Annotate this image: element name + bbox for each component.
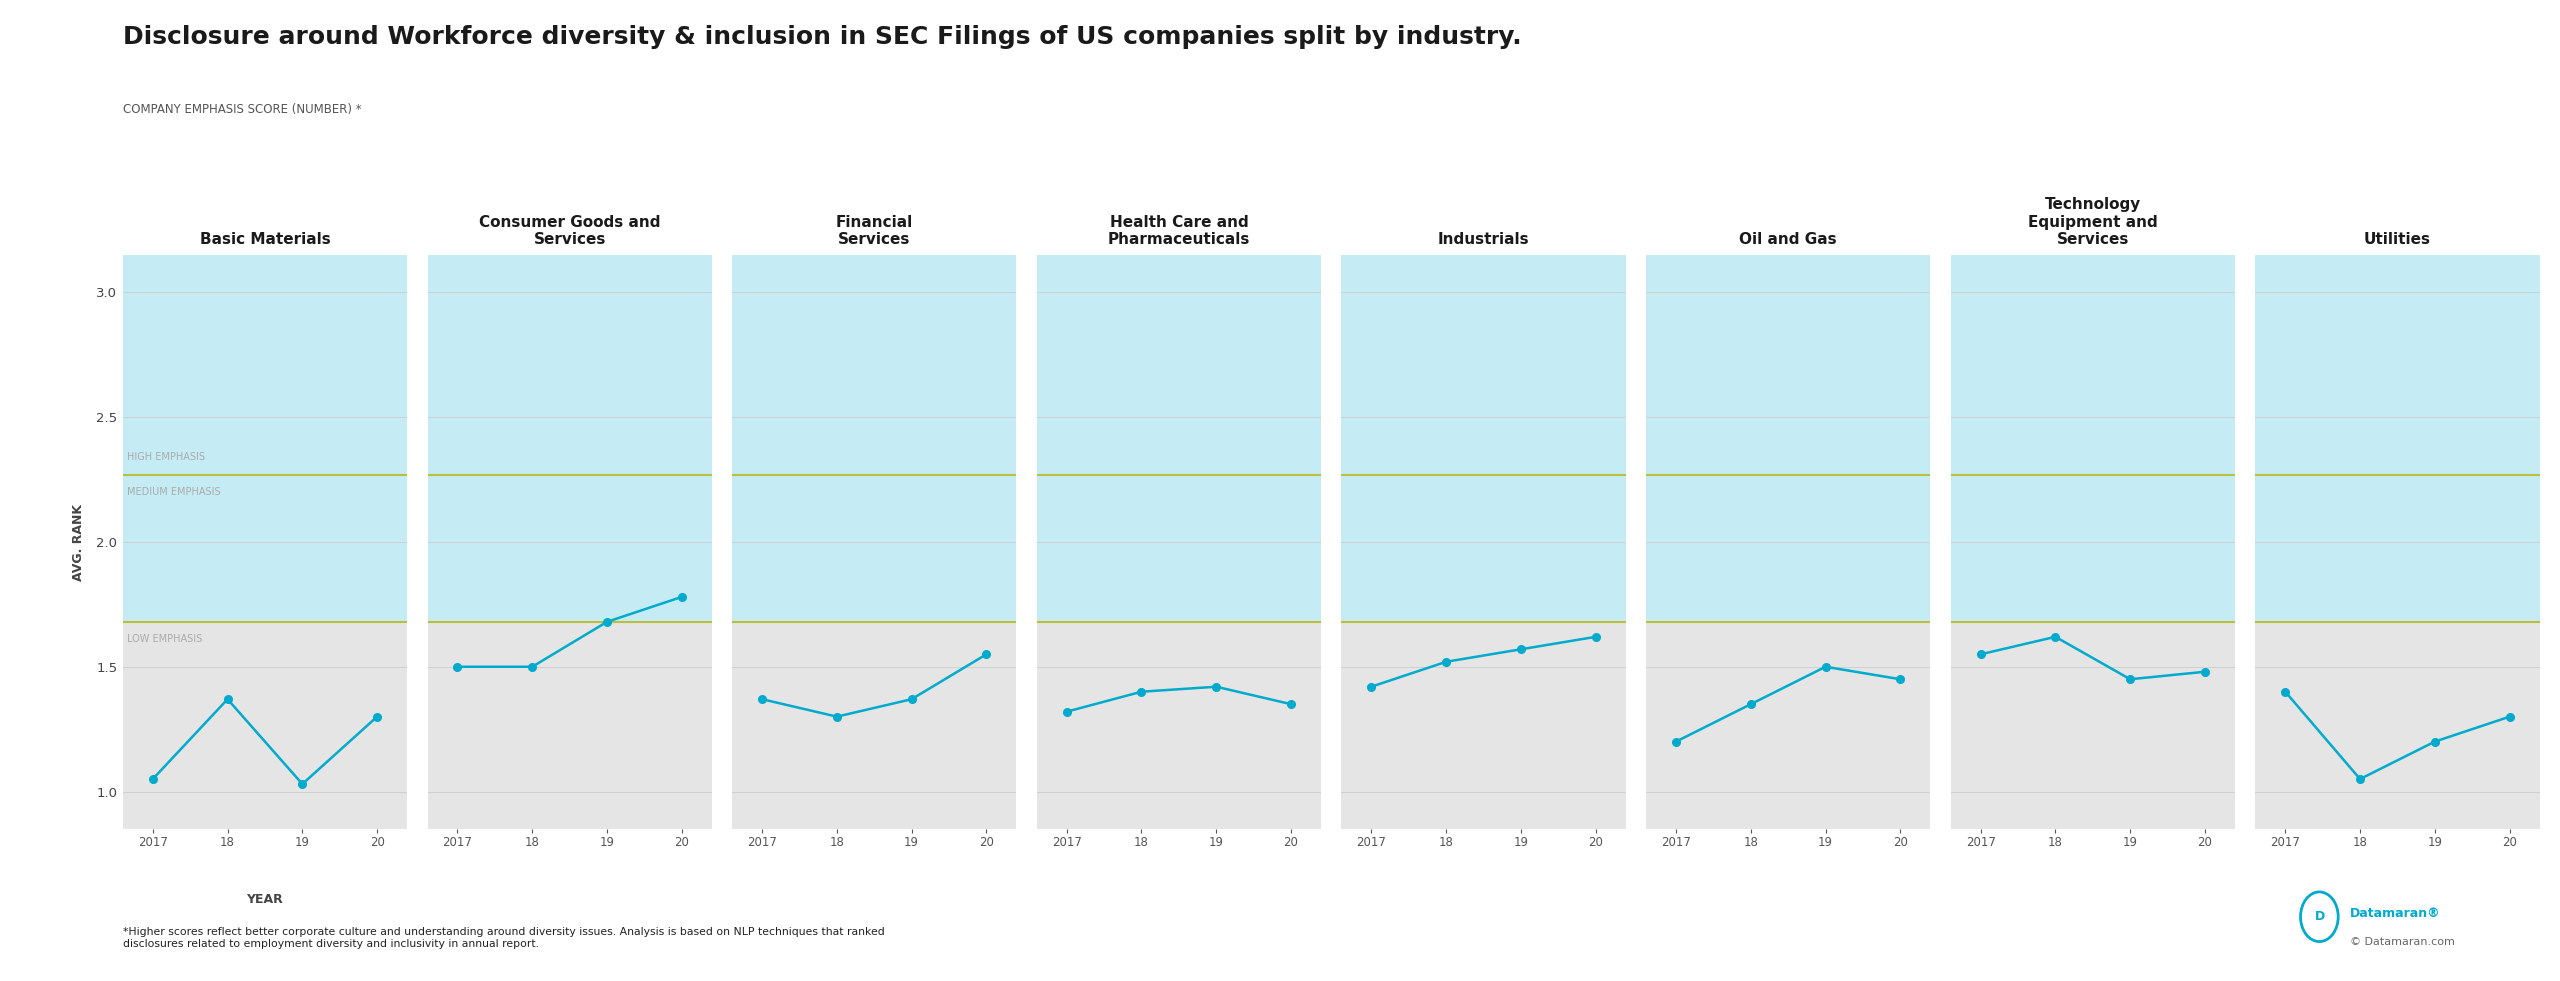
Y-axis label: AVG. RANK: AVG. RANK bbox=[72, 503, 84, 581]
Bar bbox=[428, 475, 712, 622]
Bar bbox=[732, 475, 1016, 622]
Text: LOW EMPHASIS: LOW EMPHASIS bbox=[125, 635, 202, 645]
Text: D: D bbox=[2314, 910, 2324, 923]
Bar bbox=[1341, 475, 1626, 622]
Bar bbox=[732, 622, 1016, 829]
Bar bbox=[1037, 255, 1321, 475]
Bar bbox=[1951, 255, 2235, 475]
Bar bbox=[2255, 622, 2540, 829]
Title: Oil and Gas: Oil and Gas bbox=[1738, 232, 1838, 247]
Bar bbox=[732, 255, 1016, 475]
Title: Basic Materials: Basic Materials bbox=[200, 232, 330, 247]
Text: MEDIUM EMPHASIS: MEDIUM EMPHASIS bbox=[125, 488, 220, 497]
Title: Financial
Services: Financial Services bbox=[835, 215, 914, 247]
Bar bbox=[1341, 622, 1626, 829]
Bar bbox=[1646, 475, 1930, 622]
Bar bbox=[123, 255, 407, 475]
Title: Industrials: Industrials bbox=[1439, 232, 1528, 247]
Bar bbox=[1341, 255, 1626, 475]
Text: YEAR: YEAR bbox=[246, 893, 284, 905]
Title: Technology
Equipment and
Services: Technology Equipment and Services bbox=[2028, 197, 2158, 247]
Title: Health Care and
Pharmaceuticals: Health Care and Pharmaceuticals bbox=[1108, 215, 1249, 247]
Bar bbox=[1646, 255, 1930, 475]
Bar bbox=[123, 622, 407, 829]
Bar bbox=[1646, 622, 1930, 829]
Bar bbox=[123, 475, 407, 622]
Title: Consumer Goods and
Services: Consumer Goods and Services bbox=[479, 215, 660, 247]
Bar bbox=[428, 622, 712, 829]
Text: HIGH EMPHASIS: HIGH EMPHASIS bbox=[125, 452, 205, 462]
Text: © Datamaran.com: © Datamaran.com bbox=[2350, 937, 2455, 947]
Text: *Higher scores reflect better corporate culture and understanding around diversi: *Higher scores reflect better corporate … bbox=[123, 927, 886, 949]
Bar bbox=[1951, 475, 2235, 622]
Text: Datamaran®: Datamaran® bbox=[2350, 907, 2440, 920]
Text: COMPANY EMPHASIS SCORE (NUMBER) *: COMPANY EMPHASIS SCORE (NUMBER) * bbox=[123, 103, 361, 116]
Bar bbox=[1037, 622, 1321, 829]
Title: Utilities: Utilities bbox=[2363, 232, 2432, 247]
Bar bbox=[2255, 475, 2540, 622]
Text: Disclosure around Workforce diversity & inclusion in SEC Filings of US companies: Disclosure around Workforce diversity & … bbox=[123, 25, 1521, 48]
Bar bbox=[2255, 255, 2540, 475]
Bar bbox=[1951, 622, 2235, 829]
Bar bbox=[428, 255, 712, 475]
Bar bbox=[1037, 475, 1321, 622]
